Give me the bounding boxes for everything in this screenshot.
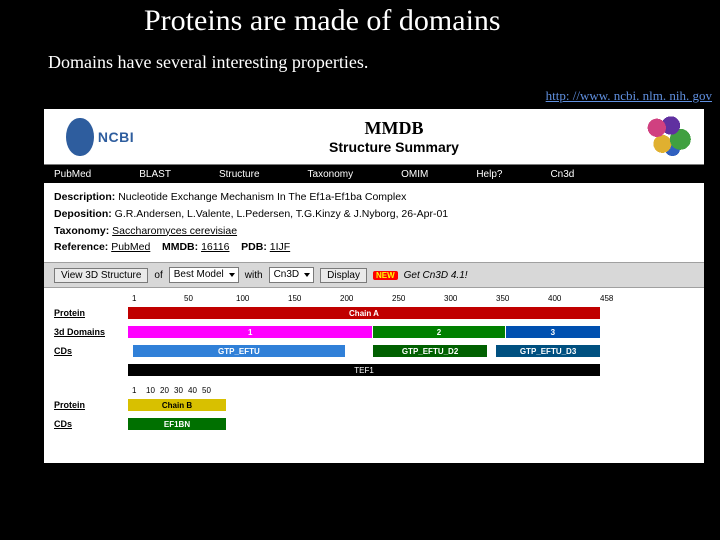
3d-domain-segment[interactable]: 3 [506,326,600,338]
mmdb-browser-panel: NCBI MMDB Structure Summary PubMed BLAST… [44,109,704,463]
chain-b-cds-bar[interactable]: EF1BN [128,418,226,430]
meta-deposition: Deposition: G.R.Andersen, L.Valente, L.P… [54,206,694,223]
cds-bar[interactable]: GTP_EFTU GTP_EFTU_D2 GTP_EFTU_D3 [128,345,600,357]
chain-b-protein-row: Protein Chain B [54,397,694,413]
chain-a-3d-domains-row: 3d Domains 123 [54,324,694,340]
3d-domains-label[interactable]: 3d Domains [54,327,128,337]
chain-b-cds-row: CDs EF1BN [54,416,694,432]
protein-label-b[interactable]: Protein [54,400,128,410]
url-line: http: //www. ncbi. nlm. nih. gov [0,87,720,105]
chain-a-cds-row: CDs GTP_EFTU GTP_EFTU_D2 GTP_EFTU_D3 [54,343,694,359]
ncbi-logo[interactable]: NCBI [52,114,148,160]
display-button[interactable]: Display [320,268,367,283]
new-badge: NEW [373,271,398,280]
nav-omim[interactable]: OMIM [401,169,428,180]
protein-label[interactable]: Protein [54,308,128,318]
get-cn3d-link[interactable]: Get Cn3D 4.1! [404,270,468,281]
cds-segment[interactable]: GTP_EFTU_D2 [373,345,486,357]
meta-description: Description: Nucleotide Exchange Mechani… [54,189,694,206]
nav-pubmed[interactable]: PubMed [54,169,91,180]
cds-segment[interactable]: GTP_EFTU_D3 [496,345,600,357]
viewer-select[interactable]: Cn3D [269,267,315,283]
meta-taxonomy: Taxonomy: Saccharomyces cerevisiae [54,223,694,240]
protein-structure-icon [640,114,696,160]
navbar: PubMed BLAST Structure Taxonomy OMIM Hel… [44,165,704,183]
pdb-id-link[interactable]: 1IJF [270,241,290,253]
nav-blast[interactable]: BLAST [139,169,171,180]
chain-a-protein-row: Protein Chain A [54,305,694,321]
mmdb-id-link[interactable]: 16116 [201,241,229,253]
label-with: with [245,270,263,281]
slide-title: Proteins are made of domains [0,0,720,46]
3d-domain-segment[interactable]: 1 [128,326,373,338]
ncbi-url-link[interactable]: http: //www. ncbi. nlm. nih. gov [546,88,712,103]
nav-structure[interactable]: Structure [219,169,260,180]
mmdb-title: MMDB [365,118,424,139]
cds-segment[interactable]: GTP_EFTU [133,345,345,357]
chain-b-bar[interactable]: Chain B [128,399,226,411]
nav-help[interactable]: Help? [476,169,502,180]
metadata-block: Description: Nucleotide Exchange Mechani… [44,183,704,262]
dna-helix-icon [66,118,94,156]
chain-b-ruler: 11020304050 [132,386,694,395]
mmdb-title-block: MMDB Structure Summary [148,118,640,155]
3d-domain-segment[interactable]: 2 [373,326,505,338]
slide-subtitle: Domains have several interesting propert… [0,46,720,87]
cds-label-b[interactable]: CDs [54,419,128,429]
model-select[interactable]: Best Model [169,267,239,283]
label-of: of [154,270,162,281]
meta-reference: Reference: PubMed MMDB: 16116 PDB: 1IJF [54,239,694,256]
tef1-bar[interactable]: TEF1 [128,364,600,376]
nav-taxonomy[interactable]: Taxonomy [308,169,354,180]
controls-bar: View 3D Structure of Best Model with Cn3… [44,262,704,288]
view-3d-button[interactable]: View 3D Structure [54,268,148,283]
cds-label[interactable]: CDs [54,346,128,356]
nav-cn3d[interactable]: Cn3d [550,169,574,180]
chain-a-ruler: 150100150200250300350400458 [132,294,694,303]
chain-a-tef-row: TEF1 [54,362,694,378]
mmdb-subtitle: Structure Summary [329,139,459,155]
pubmed-link[interactable]: PubMed [111,241,150,253]
taxonomy-link[interactable]: Saccharomyces cerevisiae [112,225,237,237]
chain-a-bar[interactable]: Chain A [128,307,600,319]
ncbi-logo-text: NCBI [98,129,134,145]
header-row: NCBI MMDB Structure Summary [44,109,704,165]
3d-domains-bar[interactable]: 123 [128,326,600,338]
domain-area: 150100150200250300350400458 Protein Chai… [44,288,704,432]
